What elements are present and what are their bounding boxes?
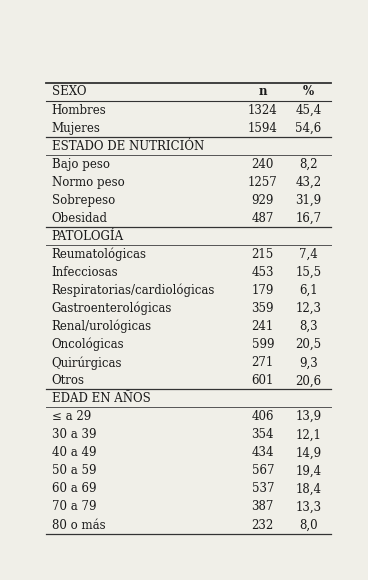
Text: Renal/urológicas: Renal/urológicas xyxy=(52,320,152,334)
Text: EDAD EN AÑOS: EDAD EN AÑOS xyxy=(52,392,151,405)
Text: 354: 354 xyxy=(251,428,274,441)
Text: 14,9: 14,9 xyxy=(296,447,321,459)
Text: 434: 434 xyxy=(251,447,274,459)
Text: 70 a 79: 70 a 79 xyxy=(52,501,96,513)
Text: Bajo peso: Bajo peso xyxy=(52,158,110,171)
Text: 179: 179 xyxy=(252,284,274,297)
Text: 40 a 49: 40 a 49 xyxy=(52,447,96,459)
Text: 20,6: 20,6 xyxy=(296,374,321,387)
Text: 487: 487 xyxy=(252,212,274,225)
Text: 1594: 1594 xyxy=(248,122,278,135)
Text: Mujeres: Mujeres xyxy=(52,122,100,135)
Text: 9,3: 9,3 xyxy=(299,356,318,369)
Text: 8,0: 8,0 xyxy=(299,519,318,531)
Text: 80 o más: 80 o más xyxy=(52,519,105,531)
Text: 13,9: 13,9 xyxy=(296,410,321,423)
Text: 18,4: 18,4 xyxy=(296,483,321,495)
Text: 31,9: 31,9 xyxy=(296,194,321,207)
Text: Hombres: Hombres xyxy=(52,104,106,117)
Text: Gastroenterológicas: Gastroenterológicas xyxy=(52,302,172,316)
Text: 19,4: 19,4 xyxy=(296,465,321,477)
Text: 387: 387 xyxy=(252,501,274,513)
Text: 1257: 1257 xyxy=(248,176,277,189)
Text: 8,2: 8,2 xyxy=(299,158,318,171)
Text: 929: 929 xyxy=(252,194,274,207)
Text: 54,6: 54,6 xyxy=(295,122,322,135)
Text: 16,7: 16,7 xyxy=(296,212,321,225)
Text: ≤ a 29: ≤ a 29 xyxy=(52,410,91,423)
Text: Infecciosas: Infecciosas xyxy=(52,266,118,279)
Text: %: % xyxy=(303,85,314,98)
Text: 12,1: 12,1 xyxy=(296,428,321,441)
Text: Respiratorias/cardiológicas: Respiratorias/cardiológicas xyxy=(52,284,215,298)
Text: 232: 232 xyxy=(252,519,274,531)
Text: 13,3: 13,3 xyxy=(296,501,321,513)
Text: 359: 359 xyxy=(251,302,274,315)
Text: Reumatológicas: Reumatológicas xyxy=(52,248,147,261)
Text: 7,4: 7,4 xyxy=(299,248,318,261)
Text: 6,1: 6,1 xyxy=(299,284,318,297)
Text: 537: 537 xyxy=(251,483,274,495)
Text: 599: 599 xyxy=(251,338,274,351)
Text: 1324: 1324 xyxy=(248,104,277,117)
Text: Oncológicas: Oncológicas xyxy=(52,338,124,351)
Text: ESTADO DE NUTRICIÓN: ESTADO DE NUTRICIÓN xyxy=(52,140,204,153)
Text: 567: 567 xyxy=(251,465,274,477)
Text: n: n xyxy=(258,85,267,98)
Text: 15,5: 15,5 xyxy=(296,266,321,279)
Text: Obesidad: Obesidad xyxy=(52,212,108,225)
Text: 271: 271 xyxy=(252,356,274,369)
Text: Otros: Otros xyxy=(52,374,85,387)
Text: 601: 601 xyxy=(252,374,274,387)
Text: 30 a 39: 30 a 39 xyxy=(52,428,96,441)
Text: 20,5: 20,5 xyxy=(296,338,321,351)
Text: SEXO: SEXO xyxy=(52,85,86,98)
Text: PATOLOGÍA: PATOLOGÍA xyxy=(52,230,124,243)
Text: 12,3: 12,3 xyxy=(296,302,321,315)
Text: 453: 453 xyxy=(251,266,274,279)
Text: 241: 241 xyxy=(252,320,274,333)
Text: 8,3: 8,3 xyxy=(299,320,318,333)
Text: Quirúrgicas: Quirúrgicas xyxy=(52,356,122,369)
Text: Sobrepeso: Sobrepeso xyxy=(52,194,115,207)
Text: 60 a 69: 60 a 69 xyxy=(52,483,96,495)
Text: 50 a 59: 50 a 59 xyxy=(52,465,96,477)
Text: 45,4: 45,4 xyxy=(295,104,322,117)
Text: 406: 406 xyxy=(251,410,274,423)
Text: 215: 215 xyxy=(252,248,274,261)
Text: 43,2: 43,2 xyxy=(296,176,321,189)
Text: Normo peso: Normo peso xyxy=(52,176,124,189)
Text: 240: 240 xyxy=(252,158,274,171)
